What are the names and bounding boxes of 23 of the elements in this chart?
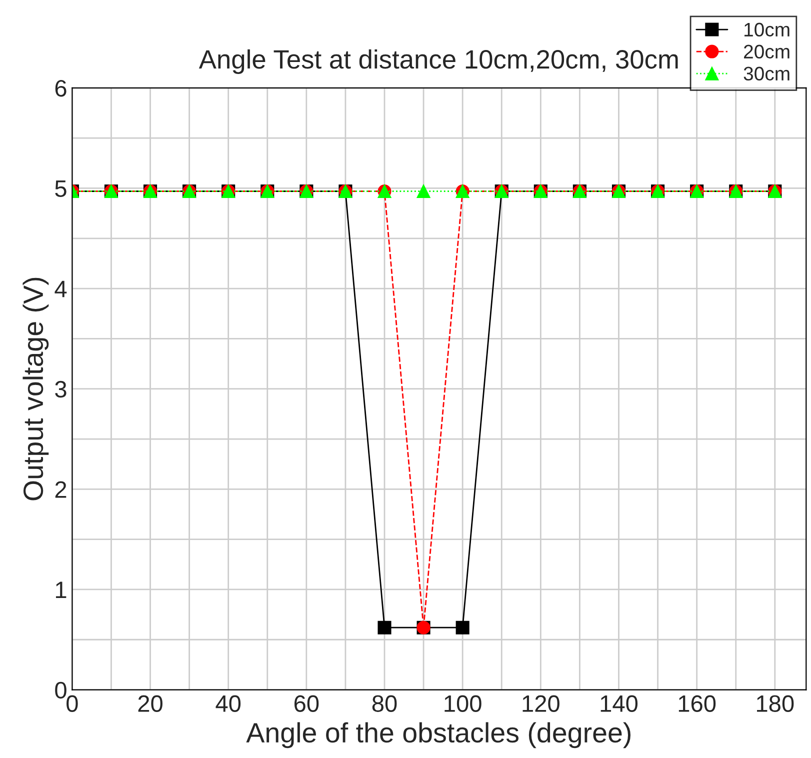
y-tick-label: 6 (55, 80, 66, 97)
y-tick-label: 0 (55, 682, 66, 699)
x-tick-label: 20 (138, 695, 162, 712)
chart-title: Angle Test at distance 10cm,20cm, 30cm (198, 49, 678, 74)
y-tick-label: 5 (55, 180, 66, 198)
legend-label: 30cm (744, 66, 790, 81)
y-tick-label: 2 (55, 481, 66, 498)
x-axis-title: Angle of the obstacles (degree) (246, 722, 630, 748)
x-tick-label: 60 (294, 695, 319, 712)
x-tick-label: 180 (757, 695, 794, 712)
x-tick-label: 160 (678, 695, 716, 712)
x-tick-label: 80 (372, 695, 397, 712)
x-tick-label: 140 (600, 695, 638, 712)
x-tick-label: 40 (216, 695, 241, 712)
x-tick-label: 120 (522, 695, 560, 712)
y-tick-label: 3 (55, 380, 66, 398)
y-axis-title: Output voltage (V) (22, 278, 49, 500)
legend-label: 20cm (744, 44, 790, 59)
x-tick-label: 0 (66, 695, 78, 712)
x-tick-label: 100 (444, 695, 482, 712)
y-tick-label: 4 (54, 280, 67, 298)
legend-label: 10cm (744, 22, 790, 37)
y-tick-label: 1 (56, 582, 66, 598)
